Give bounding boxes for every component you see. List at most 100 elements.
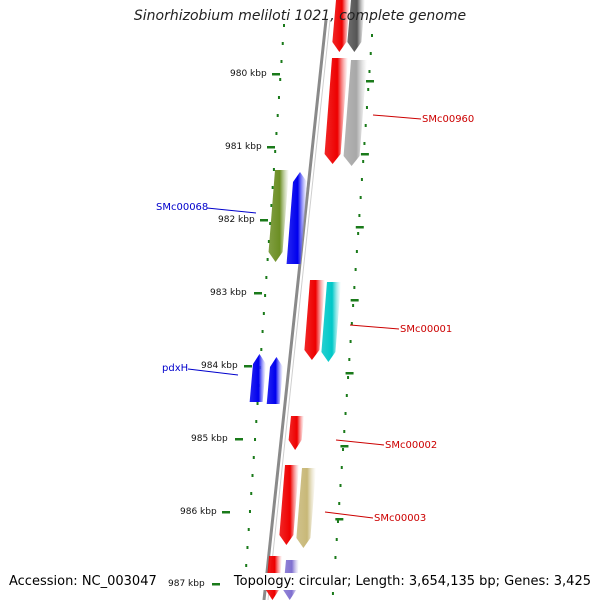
kbp-major-tick bbox=[267, 146, 275, 149]
cog-category-bar bbox=[296, 468, 316, 548]
forward-tick-dot bbox=[269, 222, 272, 225]
genome-backbone-highlight bbox=[267, 19, 331, 600]
gene-label-smc00068: SMc00068 bbox=[156, 202, 208, 213]
reverse-tick-dot bbox=[338, 502, 341, 505]
forward-tick-dot bbox=[250, 492, 253, 495]
cog-category-bar bbox=[268, 170, 289, 262]
reverse-gene-arrow bbox=[288, 416, 304, 450]
reverse-major-tick bbox=[366, 80, 374, 83]
forward-tick-dot bbox=[266, 258, 269, 261]
kbp-major-tick bbox=[254, 292, 262, 295]
reverse-tick-dot bbox=[359, 196, 362, 199]
forward-tick-dot bbox=[272, 168, 275, 171]
reverse-tick-dot bbox=[331, 592, 334, 595]
kbp-scale-label: 985 kbp bbox=[191, 434, 228, 444]
reverse-tick-dot bbox=[362, 160, 365, 163]
kbp-major-tick bbox=[222, 511, 230, 514]
kbp-major-tick bbox=[272, 73, 280, 76]
genome-summary: Topology: circular; Length: 3,654,135 bp… bbox=[230, 573, 594, 590]
reverse-tick-dot bbox=[347, 376, 350, 379]
kbp-scale-label: 984 kbp bbox=[201, 361, 238, 371]
reverse-tick-dot bbox=[365, 106, 368, 109]
gene-label-leader bbox=[335, 439, 385, 446]
forward-tick-dot bbox=[252, 456, 255, 459]
reverse-major-tick bbox=[335, 518, 344, 521]
reverse-tick-dot bbox=[369, 52, 372, 55]
reverse-major-tick bbox=[350, 299, 359, 302]
reverse-tick-dot bbox=[367, 88, 370, 91]
forward-tick-dot bbox=[277, 96, 280, 99]
cog-category-bar bbox=[321, 282, 341, 362]
kbp-scale-label: 982 kbp bbox=[218, 215, 255, 225]
cog-category-bar bbox=[343, 60, 367, 166]
reverse-tick-dot bbox=[371, 34, 373, 37]
reverse-gene-arrow bbox=[304, 280, 325, 360]
forward-tick-dot bbox=[270, 204, 273, 207]
reverse-tick-dot bbox=[342, 448, 345, 451]
reverse-tick-dot bbox=[348, 358, 351, 361]
forward-gene-arrow bbox=[266, 357, 283, 404]
kbp-major-tick bbox=[260, 219, 268, 222]
reverse-tick-dot bbox=[368, 70, 371, 73]
forward-tick-dot bbox=[265, 276, 268, 279]
forward-tick-dot bbox=[261, 330, 264, 333]
cog-category-bar bbox=[347, 0, 365, 52]
reverse-tick-dot bbox=[364, 124, 367, 127]
forward-tick-dot bbox=[262, 312, 265, 315]
reverse-tick-dot bbox=[340, 466, 343, 469]
forward-tick-dot bbox=[271, 186, 274, 189]
reverse-tick-dot bbox=[353, 286, 356, 289]
reverse-tick-dot bbox=[334, 556, 337, 559]
gene-label-smc00001: SMc00001 bbox=[400, 324, 452, 335]
reverse-gene-arrow bbox=[324, 58, 348, 164]
kbp-major-tick bbox=[212, 583, 220, 586]
reverse-tick-dot bbox=[357, 232, 360, 235]
forward-tick-dot bbox=[256, 402, 259, 405]
forward-tick-dot bbox=[255, 420, 258, 423]
reverse-tick-dot bbox=[355, 250, 358, 253]
reverse-tick-dot bbox=[363, 142, 366, 145]
gene-label-pdxh: pdxH bbox=[162, 363, 188, 374]
reverse-tick-dot bbox=[360, 178, 363, 181]
kbp-major-tick bbox=[235, 438, 243, 441]
forward-tick-dot bbox=[274, 150, 277, 153]
reverse-tick-dot bbox=[336, 520, 339, 523]
kbp-scale-label: 986 kbp bbox=[180, 507, 217, 517]
forward-tick-dot bbox=[248, 510, 251, 513]
reverse-tick-dot bbox=[349, 340, 352, 343]
reverse-tick-dot bbox=[352, 304, 355, 307]
forward-tick-dot bbox=[275, 132, 278, 135]
gene-label-leader bbox=[349, 324, 400, 330]
gene-label-leader bbox=[187, 368, 239, 376]
genome-backbone bbox=[262, 19, 328, 600]
reverse-major-tick bbox=[355, 226, 364, 229]
forward-tick-dot bbox=[279, 78, 282, 81]
forward-gene-arrow bbox=[249, 354, 266, 402]
reverse-tick-dot bbox=[339, 484, 342, 487]
reverse-gene-arrow bbox=[279, 465, 299, 545]
gene-label-smc00960: SMc00960 bbox=[422, 114, 474, 125]
forward-tick-dot bbox=[246, 546, 249, 549]
forward-tick-dot bbox=[247, 528, 250, 531]
forward-gene-arrow bbox=[286, 172, 307, 264]
reverse-tick-dot bbox=[335, 538, 338, 541]
reverse-tick-dot bbox=[343, 430, 346, 433]
accession-label: Accession: NC_003047 bbox=[6, 573, 160, 590]
gene-label-leader bbox=[372, 114, 422, 120]
reverse-gene-arrow bbox=[332, 0, 350, 52]
forward-tick-dot bbox=[251, 474, 254, 477]
forward-tick-dot bbox=[260, 348, 263, 351]
gene-label-smc00003: SMc00003 bbox=[374, 513, 426, 524]
forward-tick-dot bbox=[283, 24, 285, 27]
forward-tick-dot bbox=[281, 42, 284, 45]
reverse-tick-dot bbox=[354, 268, 357, 271]
gene-label-leader bbox=[324, 511, 374, 519]
forward-tick-dot bbox=[267, 240, 270, 243]
genome-title: Sinorhizobium meliloti 1021, complete ge… bbox=[133, 8, 467, 24]
kbp-major-tick bbox=[244, 365, 252, 368]
reverse-major-tick bbox=[360, 153, 369, 156]
kbp-scale-label: 983 kbp bbox=[210, 288, 247, 298]
gene-label-leader bbox=[206, 207, 257, 214]
